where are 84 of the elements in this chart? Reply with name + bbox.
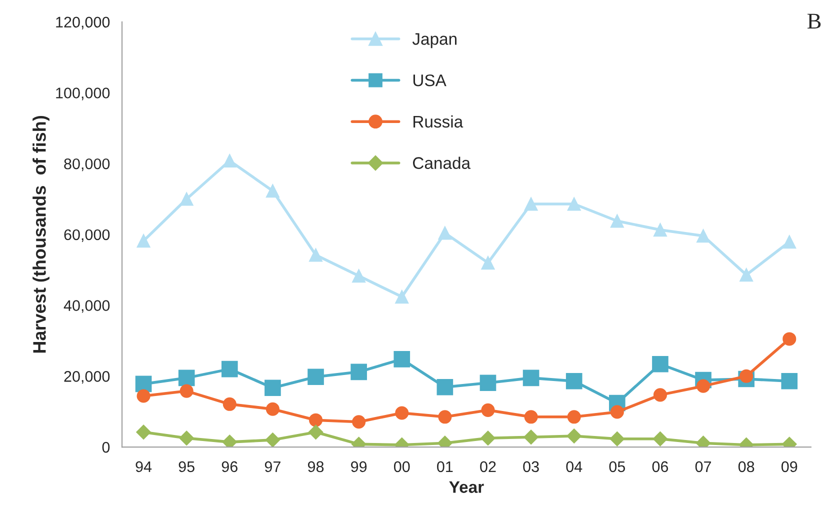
point	[350, 364, 367, 380]
point	[567, 197, 581, 211]
x-tick-label: 00	[394, 461, 410, 472]
x-axis-title: Year	[449, 481, 484, 493]
point	[653, 223, 667, 237]
point	[136, 424, 151, 440]
y-tick-label: 40,000	[64, 300, 110, 313]
point	[308, 413, 323, 427]
point	[266, 184, 280, 198]
point	[178, 370, 195, 386]
x-tick-label: 06	[652, 461, 668, 472]
point	[652, 356, 668, 372]
point	[740, 268, 754, 282]
point	[222, 154, 236, 168]
point	[567, 410, 581, 424]
point	[394, 351, 410, 368]
point	[480, 374, 496, 392]
x-tick-label: 97	[264, 461, 280, 472]
point	[221, 360, 238, 378]
y-tick-label: 120,000	[56, 16, 110, 30]
x-tick-label: 01	[437, 461, 453, 472]
point	[308, 424, 324, 440]
point	[308, 248, 323, 262]
point	[222, 397, 236, 411]
point	[653, 388, 667, 402]
point	[180, 192, 194, 206]
annotation: B	[808, 14, 821, 29]
x-tick-label: 99	[351, 461, 367, 472]
x-tick-label: 08	[738, 461, 754, 472]
x-tick-label: 04	[566, 461, 582, 472]
point	[308, 368, 324, 386]
point	[740, 369, 754, 383]
x-tick-label: 96	[222, 461, 238, 472]
point	[652, 431, 668, 446]
point	[265, 432, 280, 448]
point	[524, 410, 538, 424]
legend-label: Canada	[413, 156, 471, 169]
legend-label: Japan	[412, 33, 456, 48]
point	[610, 214, 624, 228]
point	[524, 197, 538, 211]
point	[264, 380, 281, 396]
y-axis-title: Harvest (thousands of fish)	[32, 116, 50, 353]
point	[352, 269, 366, 283]
point	[696, 379, 710, 393]
point	[781, 372, 798, 390]
point	[782, 332, 796, 346]
point	[352, 415, 366, 429]
point	[782, 235, 796, 249]
x-tick-label: 07	[695, 461, 711, 472]
point	[266, 402, 280, 416]
point	[180, 384, 194, 398]
point	[610, 405, 624, 419]
y-tick-label: 100,000	[56, 88, 110, 100]
x-tick-label: 03	[523, 461, 539, 472]
point	[438, 226, 452, 240]
x-tick-label: 09	[781, 461, 798, 472]
y-tick-label: 0	[102, 442, 110, 453]
y-tick-label: 60,000	[64, 229, 110, 242]
point	[522, 370, 540, 386]
x-tick-label: 95	[178, 461, 194, 472]
point	[179, 430, 194, 446]
y-tick-label: 80,000	[64, 158, 110, 172]
point	[438, 410, 452, 424]
point	[436, 378, 454, 396]
x-tick-label: 98	[308, 461, 324, 472]
legend-label: Russia	[414, 115, 464, 128]
point	[222, 434, 238, 448]
point	[136, 234, 150, 248]
point	[481, 403, 495, 417]
point	[610, 431, 625, 446]
point	[481, 256, 495, 270]
x-tick-label: 05	[609, 461, 626, 472]
point	[566, 372, 582, 390]
y-tick-label: 20,000	[64, 371, 110, 384]
point	[136, 389, 150, 403]
point	[566, 428, 582, 444]
x-tick-label: 94	[136, 461, 152, 472]
legend-label: USA	[413, 74, 446, 86]
point	[524, 430, 538, 444]
point	[696, 229, 710, 243]
x-tick-label: 02	[480, 461, 496, 472]
point	[395, 290, 409, 304]
point	[480, 430, 496, 446]
point	[395, 406, 409, 420]
